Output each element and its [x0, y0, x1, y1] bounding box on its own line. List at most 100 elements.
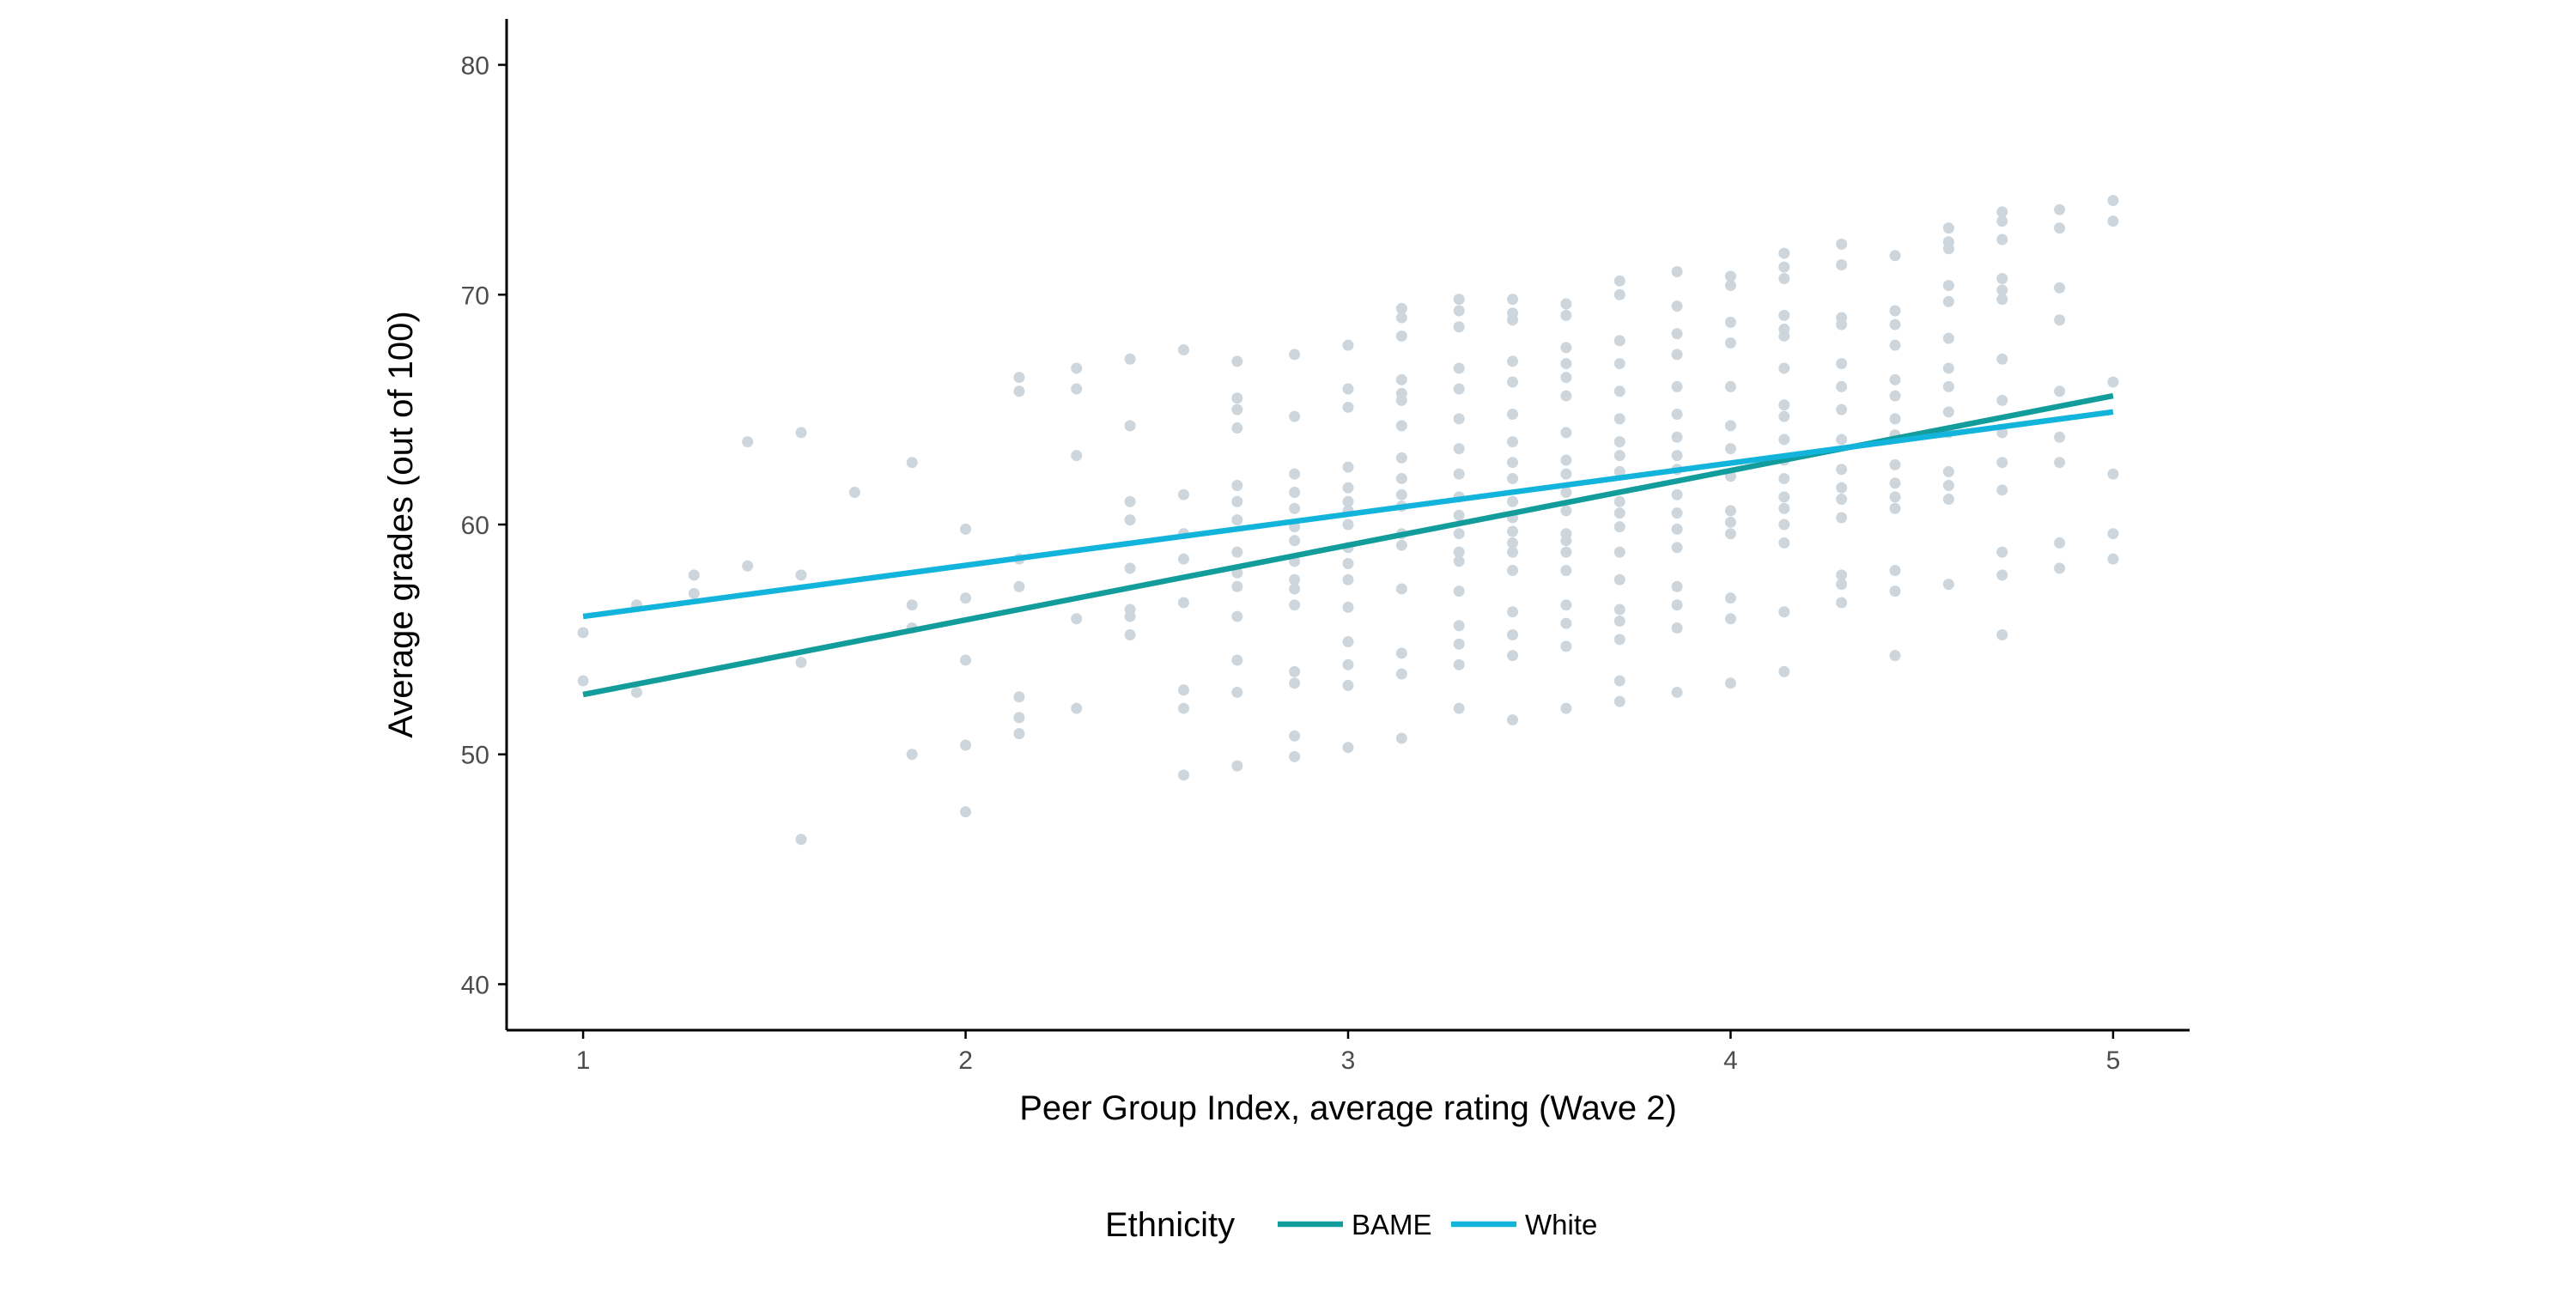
data-point [1507, 546, 1519, 558]
data-point [1613, 358, 1625, 370]
data-point [1778, 261, 1790, 273]
data-point [577, 675, 589, 687]
data-point [1996, 215, 2008, 227]
data-point [1560, 298, 1572, 310]
data-point [2107, 195, 2119, 207]
data-point [1996, 206, 2008, 218]
data-point [1724, 592, 1736, 604]
data-point [2107, 553, 2119, 565]
data-point [1177, 684, 1189, 696]
data-point [1942, 222, 1954, 234]
data-point [1289, 730, 1301, 742]
y-axis-title: Average grades (out of 100) [382, 311, 420, 737]
points-layer [577, 195, 2119, 846]
data-point [1342, 461, 1354, 473]
data-point [1836, 464, 1848, 476]
x-tick-label: 3 [1341, 1046, 1356, 1075]
data-point [1342, 679, 1354, 691]
data-point [1231, 495, 1243, 507]
data-point [1560, 468, 1572, 480]
data-point [1395, 302, 1407, 314]
fit-line-white [582, 409, 2114, 620]
data-point [1836, 512, 1848, 524]
data-point [1507, 472, 1519, 484]
data-point [1507, 714, 1519, 726]
data-point [1889, 502, 1901, 514]
data-point [1231, 654, 1243, 666]
data-point [1724, 280, 1736, 292]
data-point [960, 523, 972, 535]
data-point [1289, 750, 1301, 762]
data-point [1342, 401, 1354, 413]
fit-lines-layer [582, 392, 2114, 698]
data-point [1395, 668, 1407, 680]
data-point [1778, 399, 1790, 411]
data-point [1836, 482, 1848, 494]
data-point [1507, 457, 1519, 469]
data-point [1996, 353, 2008, 365]
data-point [1453, 528, 1465, 540]
data-point [1671, 266, 1683, 277]
data-point [1289, 502, 1301, 514]
data-point [1453, 638, 1465, 650]
data-point [1613, 604, 1625, 616]
data-point [1889, 339, 1901, 351]
data-point [1724, 380, 1736, 392]
data-point [1724, 516, 1736, 528]
data-point [848, 487, 860, 499]
data-point [1836, 318, 1848, 331]
data-point [1453, 305, 1465, 317]
data-point [960, 654, 972, 666]
data-point [1613, 385, 1625, 397]
x-tick-label: 2 [958, 1046, 973, 1075]
data-point [1395, 420, 1407, 432]
data-point [1613, 465, 1625, 477]
data-point [2054, 282, 2066, 294]
data-point [1778, 410, 1790, 422]
data-point [960, 739, 972, 751]
data-point [1395, 330, 1407, 342]
data-point [795, 834, 807, 846]
data-point [1013, 712, 1025, 724]
data-point [1453, 383, 1465, 395]
y-tick-label: 50 [461, 742, 489, 770]
data-point [1996, 273, 2008, 285]
data-point [1724, 337, 1736, 349]
data-point [1560, 702, 1572, 714]
data-point [1671, 599, 1683, 611]
x-axis-title: Peer Group Index, average rating (Wave 2… [1019, 1089, 1677, 1127]
data-point [1613, 546, 1625, 558]
data-point [1395, 583, 1407, 595]
data-point [1560, 546, 1572, 558]
data-point [1613, 288, 1625, 300]
data-point [1560, 640, 1572, 652]
data-point [1724, 270, 1736, 282]
data-point [1724, 505, 1736, 517]
data-point [1342, 573, 1354, 585]
data-point [1453, 658, 1465, 670]
data-point [1942, 362, 1954, 374]
data-point [1560, 390, 1572, 402]
legend-label-bame: BAME [1352, 1209, 1432, 1240]
data-point [1231, 546, 1243, 558]
data-point [1836, 569, 1848, 581]
data-point [1289, 468, 1301, 480]
data-point [1671, 542, 1683, 554]
data-point [1613, 615, 1625, 627]
data-point [1507, 606, 1519, 618]
data-point [1724, 443, 1736, 455]
data-point [1613, 495, 1625, 507]
data-point [1071, 702, 1083, 714]
data-point [1342, 339, 1354, 351]
data-point [1889, 650, 1901, 662]
data-point [1778, 491, 1790, 503]
data-point [1889, 565, 1901, 577]
data-point [1560, 599, 1572, 611]
data-point [1613, 507, 1625, 519]
data-point [1778, 665, 1790, 677]
data-point [1836, 258, 1848, 270]
y-tick-label: 80 [461, 52, 489, 81]
data-point [1778, 273, 1790, 285]
